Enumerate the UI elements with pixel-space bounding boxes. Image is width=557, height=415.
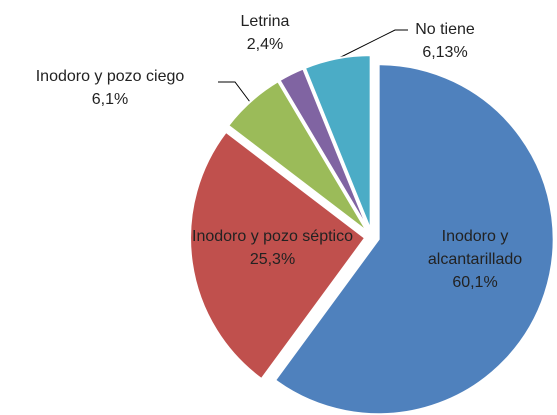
slice-label: Inodoro y pozo séptico 25,3% bbox=[190, 225, 355, 271]
value-label: 6,13% bbox=[422, 44, 468, 61]
value-label: 25,3% bbox=[249, 251, 296, 268]
pie-slice bbox=[189, 130, 367, 381]
pie-slice bbox=[226, 79, 369, 233]
value-label: 6,1% bbox=[91, 91, 129, 108]
category-label: Inodoro y pozo ciego bbox=[35, 68, 185, 85]
category-label: Inodoro y pozo séptico bbox=[192, 228, 353, 245]
slice-label: Inodoro y alcantarillado 60,1% bbox=[405, 225, 545, 294]
slice-label: No tiene 6,13% bbox=[395, 18, 495, 64]
category-label: No tiene bbox=[415, 21, 475, 38]
value-label: 2,4% bbox=[246, 36, 284, 53]
leader-line bbox=[334, 29, 408, 61]
slice-label: Letrina 2,4% bbox=[230, 10, 300, 56]
pie-slice bbox=[303, 54, 372, 231]
category-label: Letrina bbox=[240, 13, 290, 30]
category-label: Inodoro y alcantarillado bbox=[427, 228, 523, 268]
value-label: 60,1% bbox=[452, 274, 498, 291]
leader-line bbox=[218, 81, 251, 103]
slice-label: Inodoro y pozo ciego 6,1% bbox=[0, 65, 220, 111]
pie-slice bbox=[278, 67, 370, 232]
pie-slice bbox=[273, 63, 555, 415]
